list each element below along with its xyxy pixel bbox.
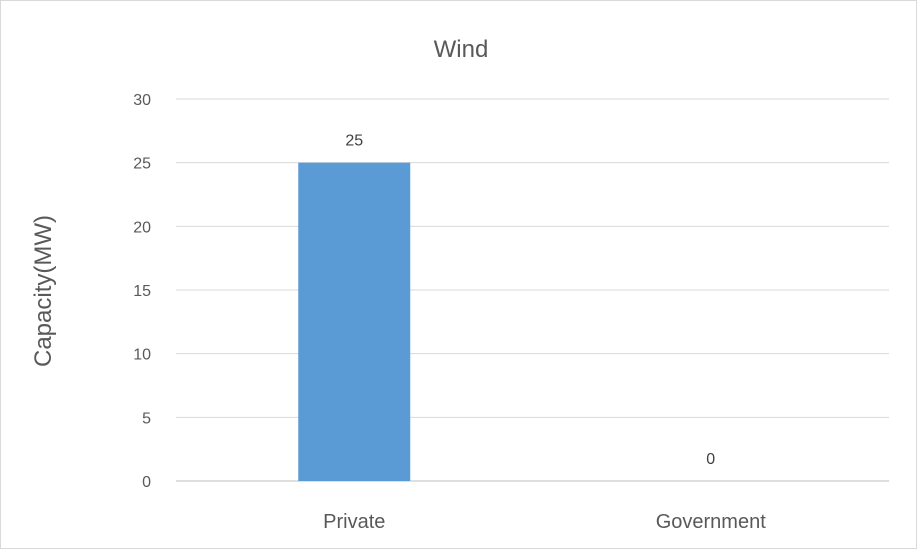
bars — [298, 162, 411, 481]
x-tick-label-private: Private — [323, 511, 385, 533]
data-label-government: 0 — [706, 451, 715, 468]
y-axis-label: Capacity(MW) — [30, 215, 57, 367]
bar-private — [298, 162, 411, 481]
y-tick-label: 30 — [133, 92, 151, 109]
x-axis-ticks: Private Government — [323, 511, 766, 533]
y-tick-label: 15 — [133, 283, 151, 300]
data-labels: 25 0 — [345, 133, 715, 468]
gridlines — [176, 98, 889, 482]
x-tick-label-government: Government — [656, 511, 766, 533]
y-tick-label: 5 — [142, 410, 151, 427]
data-label-private: 25 — [345, 133, 363, 150]
y-tick-label: 10 — [133, 347, 151, 364]
y-tick-label: 0 — [142, 474, 151, 491]
y-axis-ticks: 0 5 10 15 20 25 30 — [133, 92, 151, 491]
y-tick-label: 20 — [133, 219, 151, 236]
chart-title: Wind — [434, 36, 489, 63]
y-tick-label: 25 — [133, 156, 151, 173]
